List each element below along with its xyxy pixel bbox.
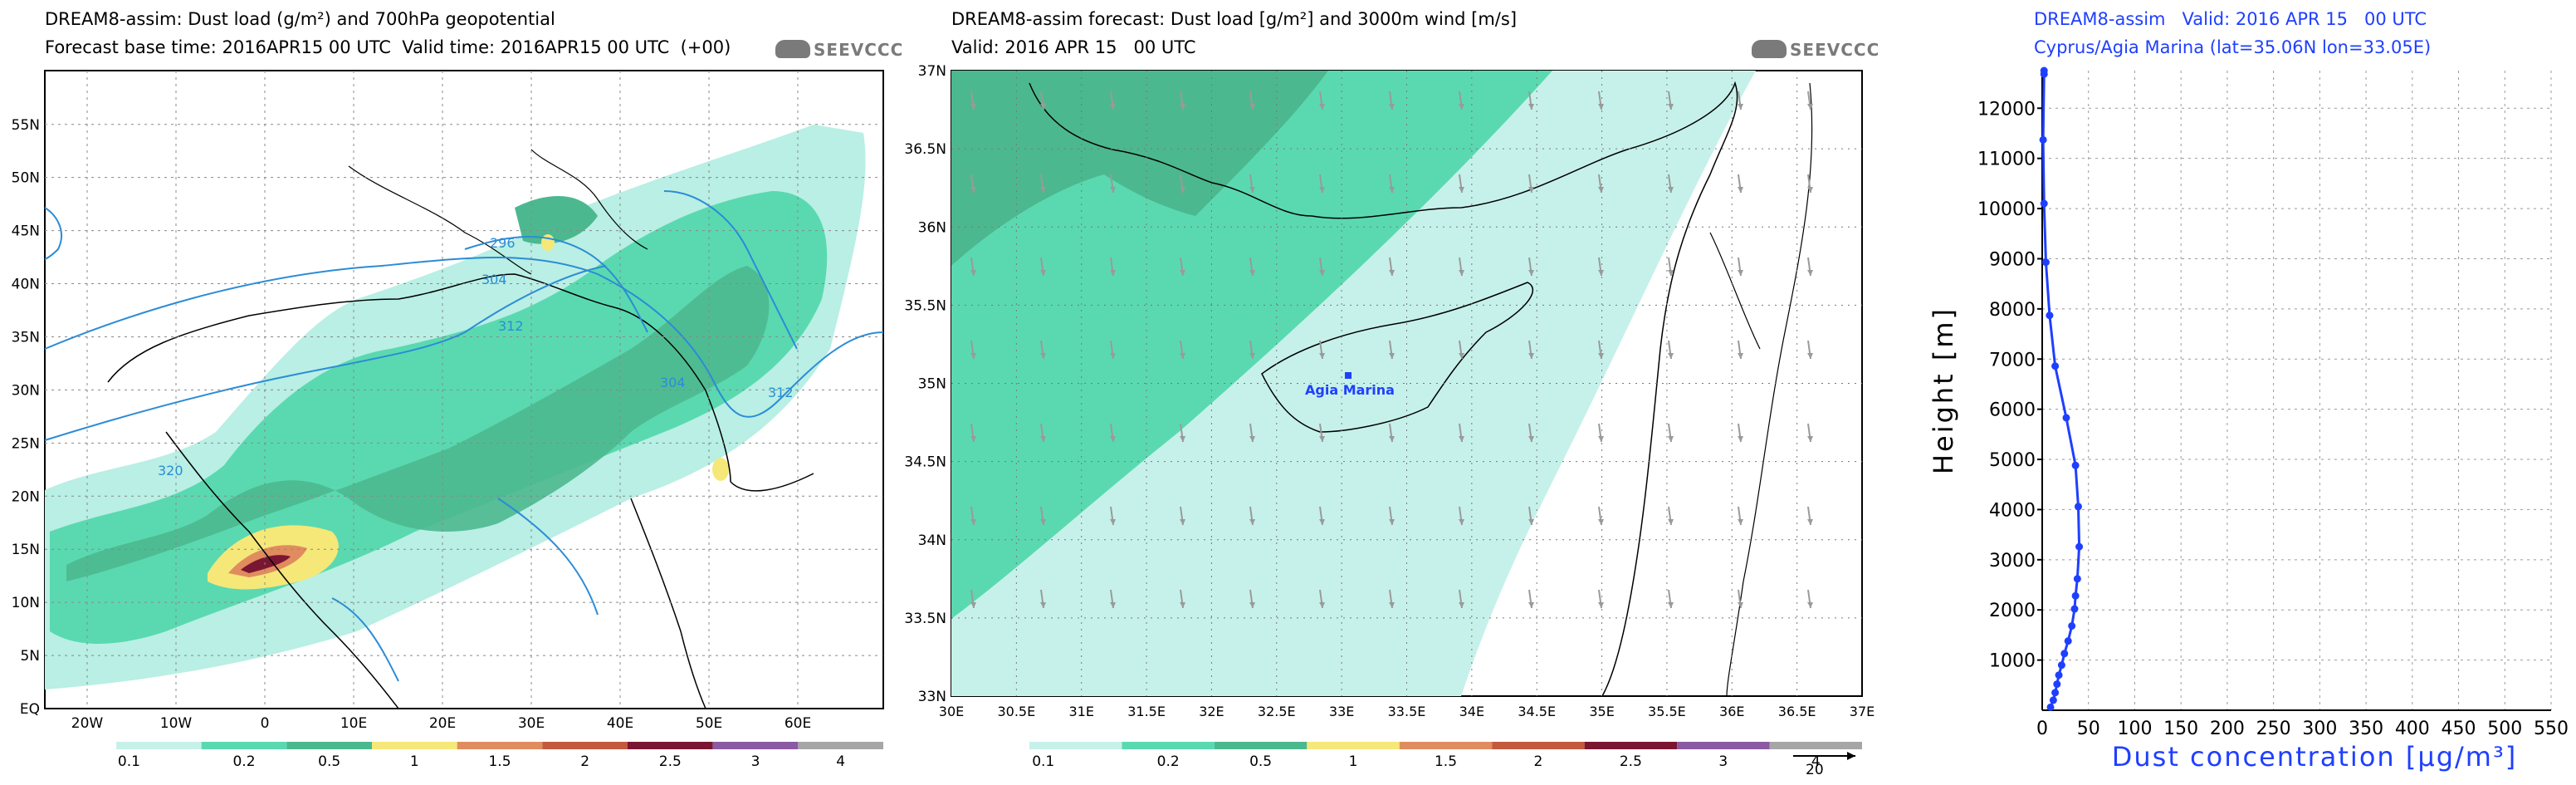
contour-label: 312	[498, 318, 524, 334]
contour-label: 312	[768, 385, 794, 400]
contour-label: 296	[490, 235, 516, 251]
cloud-icon	[1752, 40, 1787, 58]
colorbar1-label: 0.2	[232, 753, 255, 770]
dust-region-dark	[66, 266, 770, 581]
map1-gridlines	[45, 71, 883, 709]
colorbar1-swatch	[542, 742, 628, 749]
map1-lat-label: 35N	[12, 329, 40, 346]
borders-europe	[348, 149, 648, 275]
colorbar1-swatch	[798, 742, 883, 749]
contour-label: 320	[158, 463, 183, 478]
map1-lon-label: 20E	[429, 715, 456, 732]
map1-lat-label: 50N	[12, 170, 40, 187]
colorbar1-swatch	[286, 742, 372, 749]
colorbar1-label: 2	[580, 753, 589, 770]
colorbar1-label: 1	[410, 753, 419, 770]
dust-region-black-sea	[515, 196, 598, 244]
map1-lat-label: EQ	[20, 701, 40, 718]
map1-lat-label: 15N	[12, 542, 40, 558]
map1-lat-label: 55N	[12, 117, 40, 134]
coastlines	[107, 273, 814, 709]
panel2-subtitle: Valid: 2016 APR 15 00 UTC	[951, 37, 1196, 57]
colorbar1-swatch	[712, 742, 799, 749]
colorbar1-label: 3	[751, 753, 760, 770]
colorbar1-label: 0.5	[318, 753, 340, 770]
colorbar1-label: 4	[836, 753, 845, 770]
contour-label: 304	[660, 375, 686, 390]
colorbar1-label: 0.1	[118, 753, 140, 770]
colorbar1-swatch	[372, 742, 457, 749]
contour-others	[44, 207, 599, 682]
map1-lon-label: 10W	[160, 715, 193, 732]
colorbar1-label: 1.5	[488, 753, 511, 770]
dust-spot-yellow-gulf	[712, 458, 729, 481]
map1-lat-label: 40N	[12, 277, 40, 293]
map1-lat-label: 45N	[12, 223, 40, 240]
contour-320	[44, 265, 607, 441]
contour-312	[44, 257, 884, 418]
map1-lat-label: 20N	[12, 488, 40, 505]
map1-lon-label: 60E	[785, 715, 811, 732]
panel2-title: DREAM8-assim forecast: Dust load [g/m²] …	[951, 9, 1518, 29]
cloud-icon	[775, 40, 810, 58]
map1-lon-label: 20W	[71, 715, 104, 732]
panel1-subtitle: Forecast base time: 2016APR15 00 UTC Val…	[45, 37, 731, 57]
map1-lon-label: 50E	[696, 715, 722, 732]
colorbar1-label: 2.5	[659, 753, 682, 770]
colorbar1-swatch	[116, 742, 202, 749]
colorbar1-swatch	[628, 742, 713, 749]
map1-lat-label: 30N	[12, 382, 40, 399]
chart-title: DREAM8-assim Valid: 2016 APR 15 00 UTC	[2034, 9, 2427, 29]
colorbar1-swatch	[457, 742, 543, 749]
chart-subtitle: Cyprus/Agia Marina (lat=35.06N lon=33.05…	[2034, 37, 2432, 57]
map1-lat-label: 25N	[12, 435, 40, 452]
map1-lat-label: 5N	[20, 648, 40, 665]
map1-lon-label: 30E	[518, 715, 545, 732]
contour-label: 304	[481, 272, 507, 287]
map1-lat-label: 10N	[12, 595, 40, 611]
dust-region-maroon	[241, 555, 291, 573]
panel1-logo: SEEVCCC	[775, 40, 903, 60]
dust-spot-yellow-balkans	[541, 234, 555, 251]
contour-304	[464, 190, 798, 350]
panel2-logo: SEEVCCC	[1752, 40, 1879, 60]
map1-lon-label: 0	[261, 715, 270, 732]
map1-lon-label: 40E	[607, 715, 633, 732]
colorbar1-swatch	[201, 742, 287, 749]
map1-lon-label: 10E	[340, 715, 367, 732]
panel1-title: DREAM8-assim: Dust load (g/m²) and 700hP…	[45, 9, 555, 29]
